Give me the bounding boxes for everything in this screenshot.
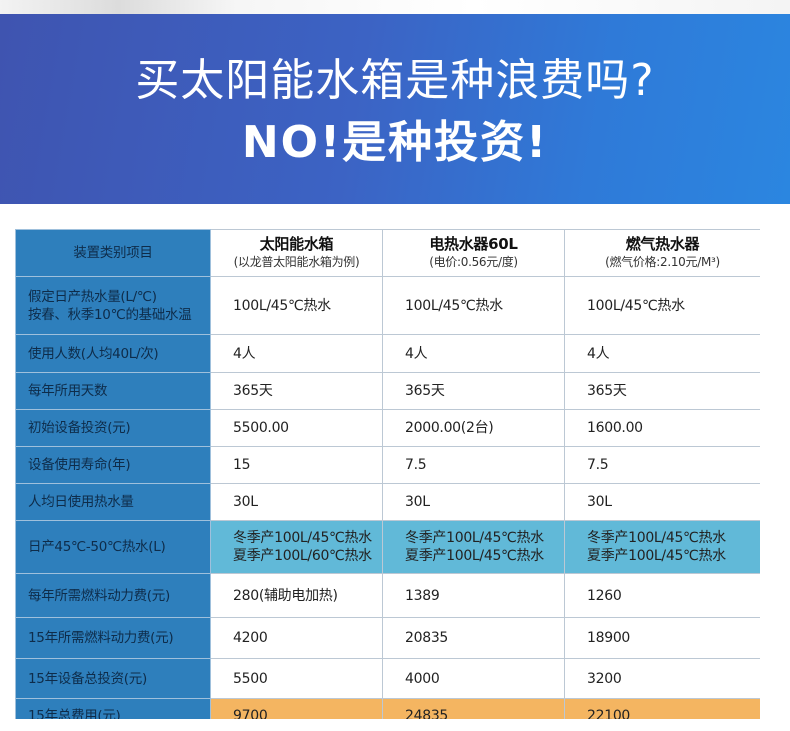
cell-line: 冬季产100L/45℃热水 <box>233 530 372 546</box>
header-label-cell: 装置类别项目 <box>15 229 211 277</box>
cell-line: 夏季产100L/60℃热水 <box>233 548 372 564</box>
row-label: 15年设备总投资(元) <box>15 658 211 699</box>
cell-line: 冬季产100L/45℃热水 <box>587 530 726 546</box>
row-label: 15年总费用(元) <box>15 698 211 719</box>
cell-gas: 4人 <box>564 334 760 373</box>
row-label: 使用人数(人均40L/次) <box>15 334 211 373</box>
row-label: 日产45℃-50℃热水(L) <box>15 520 211 574</box>
cell-solar: 5500.00 <box>210 409 383 447</box>
cell-gas: 3200 <box>564 658 760 699</box>
row-label: 设备使用寿命(年) <box>15 446 211 484</box>
header-cell-solar: 太阳能水箱 (以龙普太阳能水箱为例) <box>210 229 383 277</box>
cell-solar: 280(辅助电加热) <box>210 573 383 618</box>
header-title: 电热水器60L <box>429 235 518 253</box>
cell-gas: 冬季产100L/45℃热水 夏季产100L/45℃热水 <box>564 520 760 574</box>
cell-gas: 100L/45℃热水 <box>564 276 760 335</box>
table-row: 设备使用寿命(年) 15 7.5 7.5 <box>15 446 760 484</box>
banner-title-answer: NO!是种投资! <box>241 117 549 168</box>
cell-gas: 1260 <box>564 573 760 618</box>
table-row: 15年设备总投资(元) 5500 4000 3200 <box>15 658 760 699</box>
table-row: 使用人数(人均40L/次) 4人 4人 4人 <box>15 334 760 373</box>
cell-solar: 100L/45℃热水 <box>210 276 383 335</box>
cell-electric: 24835 <box>382 698 565 719</box>
row-label: 初始设备投资(元) <box>15 409 211 447</box>
cell-solar: 冬季产100L/45℃热水 夏季产100L/60℃热水 <box>210 520 383 574</box>
cell-gas: 22100 <box>564 698 760 719</box>
row-label: 人均日使用热水量 <box>15 483 211 521</box>
cell-solar: 4人 <box>210 334 383 373</box>
cell-electric: 30L <box>382 483 565 521</box>
table-row: 每年所需燃料动力费(元) 280(辅助电加热) 1389 1260 <box>15 573 760 618</box>
header-cell-electric: 电热水器60L (电价:0.56元/度) <box>382 229 565 277</box>
cell-gas: 30L <box>564 483 760 521</box>
cell-electric: 4人 <box>382 334 565 373</box>
top-decor-strip <box>0 0 790 14</box>
banner-title-question: 买太阳能水箱是种浪费吗? <box>135 55 655 106</box>
cell-electric: 冬季产100L/45℃热水 夏季产100L/45℃热水 <box>382 520 565 574</box>
cell-solar: 4200 <box>210 617 383 659</box>
cell-electric: 1389 <box>382 573 565 618</box>
cell-solar: 15 <box>210 446 383 484</box>
cell-electric: 365天 <box>382 372 565 410</box>
cell-electric: 4000 <box>382 658 565 699</box>
table-row: 初始设备投资(元) 5500.00 2000.00(2台) 1600.00 <box>15 409 760 447</box>
comparison-table-wrap: 装置类别项目 太阳能水箱 (以龙普太阳能水箱为例) 电热水器60L (电价:0.… <box>15 229 760 719</box>
comparison-table: 装置类别项目 太阳能水箱 (以龙普太阳能水箱为例) 电热水器60L (电价:0.… <box>15 229 760 719</box>
header-subtitle: (燃气价格:2.10元/M³) <box>605 255 720 269</box>
cell-line: 冬季产100L/45℃热水 <box>405 530 544 546</box>
cell-gas: 365天 <box>564 372 760 410</box>
hero-banner: 买太阳能水箱是种浪费吗? NO!是种投资! <box>0 14 790 204</box>
cell-electric: 7.5 <box>382 446 565 484</box>
cell-line: 夏季产100L/45℃热水 <box>587 548 726 564</box>
table-header-row: 装置类别项目 太阳能水箱 (以龙普太阳能水箱为例) 电热水器60L (电价:0.… <box>15 229 760 277</box>
cell-solar: 9700 <box>210 698 383 719</box>
cell-electric: 100L/45℃热水 <box>382 276 565 335</box>
cell-solar: 365天 <box>210 372 383 410</box>
table-row: 人均日使用热水量 30L 30L 30L <box>15 483 760 521</box>
cell-electric: 2000.00(2台) <box>382 409 565 447</box>
table-row: 每年所用天数 365天 365天 365天 <box>15 372 760 410</box>
row-label-line: 按春、秋季10℃的基础水温 <box>28 306 192 323</box>
table-row: 15年所需燃料动力费(元) 4200 20835 18900 <box>15 617 760 659</box>
cell-gas: 1600.00 <box>564 409 760 447</box>
table-row-total: 15年总费用(元) 9700 24835 22100 <box>15 698 760 719</box>
cell-solar: 30L <box>210 483 383 521</box>
cell-gas: 7.5 <box>564 446 760 484</box>
row-label: 15年所需燃料动力费(元) <box>15 617 211 659</box>
header-title: 太阳能水箱 <box>259 235 334 253</box>
cell-solar: 5500 <box>210 658 383 699</box>
row-label: 每年所需燃料动力费(元) <box>15 573 211 618</box>
header-subtitle: (以龙普太阳能水箱为例) <box>233 255 360 269</box>
table-row-highlight: 日产45℃-50℃热水(L) 冬季产100L/45℃热水 夏季产100L/60℃… <box>15 520 760 574</box>
row-label: 每年所用天数 <box>15 372 211 410</box>
header-subtitle: (电价:0.56元/度) <box>429 255 518 269</box>
cell-gas: 18900 <box>564 617 760 659</box>
cell-electric: 20835 <box>382 617 565 659</box>
table-row: 假定日产热水量(L/℃) 按春、秋季10℃的基础水温 100L/45℃热水 10… <box>15 276 760 335</box>
row-label-line: 假定日产热水量(L/℃) <box>28 288 157 305</box>
row-label: 假定日产热水量(L/℃) 按春、秋季10℃的基础水温 <box>15 276 211 335</box>
cell-line: 夏季产100L/45℃热水 <box>405 548 544 564</box>
header-title: 燃气热水器 <box>625 235 700 253</box>
header-cell-gas: 燃气热水器 (燃气价格:2.10元/M³) <box>564 229 760 277</box>
